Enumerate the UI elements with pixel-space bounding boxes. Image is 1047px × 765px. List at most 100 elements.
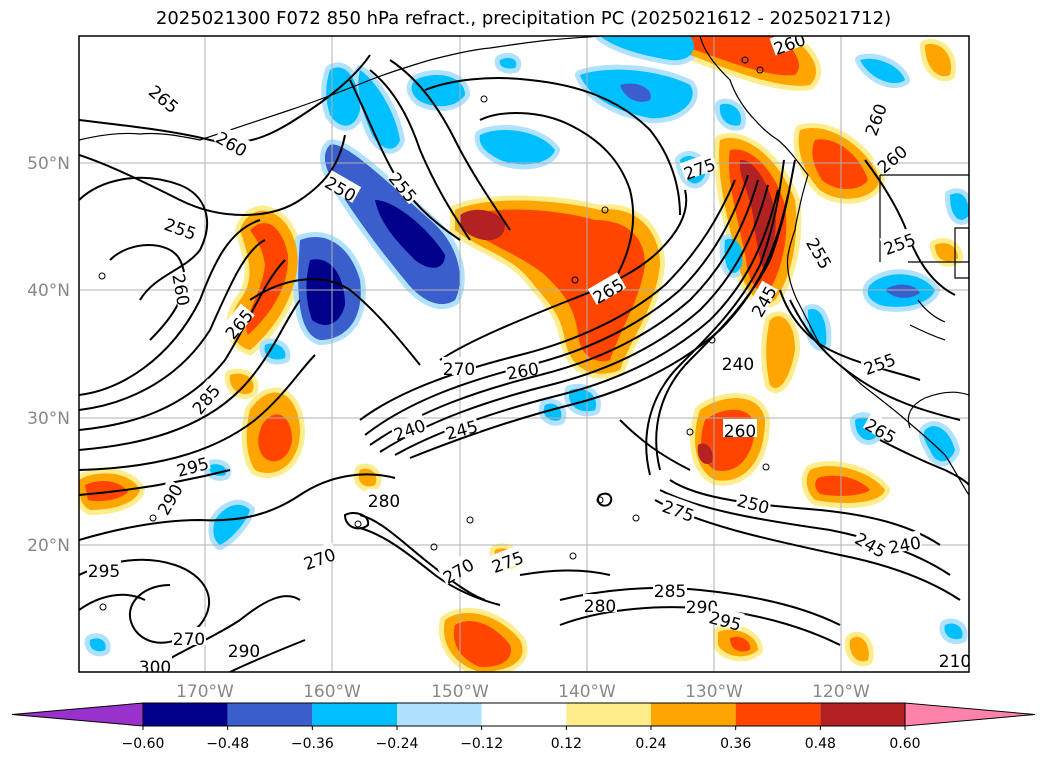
contour-label-bg [583, 594, 617, 612]
refractivity-contour [79, 259, 286, 431]
island [466, 516, 474, 524]
colorbar-segment [735, 703, 821, 726]
contour-label-bg [859, 346, 898, 376]
refractivity-contour [519, 569, 611, 576]
precip-anomaly-region [670, 36, 800, 76]
colorbar-tick-label: −0.60 [122, 736, 165, 752]
precip-anomaly-region [459, 209, 505, 241]
contour-label-bg [685, 595, 719, 613]
coastline [79, 36, 601, 141]
refractivity-contour [369, 179, 759, 446]
contour-label: 260 [724, 422, 756, 442]
contour-label: 240 [722, 355, 754, 375]
colorbar-tick-label: −0.12 [460, 736, 503, 752]
precip-anomaly-region [479, 130, 555, 165]
coastline [699, 36, 969, 496]
precip-anomaly-region [246, 223, 289, 335]
refractivity-contour [79, 239, 266, 411]
contour-label-bg [173, 451, 211, 478]
refractivity-contour [379, 184, 769, 453]
precip-anomaly-region [453, 621, 511, 668]
refractivity-contour [424, 77, 681, 216]
precip-anomaly-region [885, 284, 920, 298]
contour-label-bg [487, 544, 526, 574]
refractivity-contour [79, 134, 346, 216]
colorbar-tick-label: −0.36 [291, 736, 334, 752]
lon-tick-label: 130°W [685, 682, 743, 702]
contour-label-bg [723, 419, 757, 437]
contour-label-bg [745, 280, 778, 320]
refractivity-contour [659, 489, 951, 576]
contour-label-bg [227, 639, 261, 657]
island [571, 276, 579, 284]
contour-label-bg [852, 526, 892, 559]
contour-label-bg [87, 559, 121, 577]
refractivity-contour [79, 473, 396, 541]
refractivity-contour [229, 639, 306, 672]
lat-tick-label: 30°N [27, 409, 70, 429]
island [686, 428, 694, 436]
colorbar-tick-label: 0.48 [805, 736, 836, 752]
contour-label-bg [146, 79, 185, 115]
contour-label-bg [735, 488, 773, 515]
precip-anomaly-region [306, 259, 345, 325]
colorbar-segment [227, 703, 313, 726]
lon-tick-label: 120°W [812, 682, 870, 702]
refractivity-contour [409, 194, 789, 459]
contour-label-bg [862, 412, 902, 445]
precip-anomaly-region [730, 636, 751, 652]
contour-label-bg [219, 303, 255, 342]
colorbar-segment [481, 703, 567, 726]
island [480, 95, 488, 103]
contour-label-bg [162, 211, 201, 241]
refractivity-contour [369, 69, 471, 241]
contour-label-bg [653, 579, 687, 597]
precip-anomaly-region [569, 388, 596, 412]
island [741, 56, 749, 64]
refractivity-contour [79, 176, 209, 301]
precip-anomaly-region [600, 36, 694, 61]
contour-label: 280 [584, 597, 616, 617]
precip-anomaly-region [85, 480, 128, 502]
refractivity-contour [359, 527, 501, 606]
precip-anomaly-region [860, 58, 905, 84]
contour-label-bg [367, 489, 401, 507]
colorbar-frame [142, 702, 906, 727]
contour-label-bg [322, 170, 362, 203]
colorbar-max-extend [904, 702, 1036, 727]
refractivity-contour [249, 278, 421, 366]
contour-label: 300 [139, 658, 171, 678]
colorbar-tick-label: 0.36 [720, 736, 751, 752]
precip-anomaly-region [950, 193, 969, 220]
contour-label-bg [437, 552, 477, 585]
island [430, 543, 438, 551]
contour-label-bg [707, 605, 745, 632]
refractivity-contour [597, 492, 613, 507]
contour-label-bg [151, 478, 184, 518]
lat-tick-label: 20°N [27, 536, 70, 556]
contour-label-bg [769, 36, 808, 56]
refractivity-contour [619, 419, 691, 471]
contour-label: 210 [939, 652, 971, 672]
coastline [879, 174, 969, 279]
refractivity-contour [779, 289, 921, 381]
refractivity-contour [669, 479, 941, 546]
contour-label-bg [805, 232, 838, 272]
refractivity-contour [789, 299, 961, 421]
refractivity-contour [879, 439, 969, 486]
contour-label-bg [387, 166, 423, 205]
colorbar-tick-label: −0.24 [376, 736, 419, 752]
refractivity-contour [479, 112, 635, 301]
colorbar-tick-label: 0.12 [551, 736, 582, 752]
colorbar-min-extend [11, 702, 144, 727]
colorbar-tick-label: 0.60 [889, 736, 920, 752]
contour-label-bg [172, 627, 206, 645]
contour-label-bg [299, 541, 338, 571]
precip-anomaly-region [719, 103, 741, 126]
contour-label-bg [587, 272, 627, 305]
lon-tick-label: 150°W [431, 682, 489, 702]
contour-label-bg [679, 151, 718, 181]
colorbar-segment [651, 703, 736, 726]
contour-label-bg [213, 125, 253, 158]
colorbar-segment [566, 703, 651, 726]
